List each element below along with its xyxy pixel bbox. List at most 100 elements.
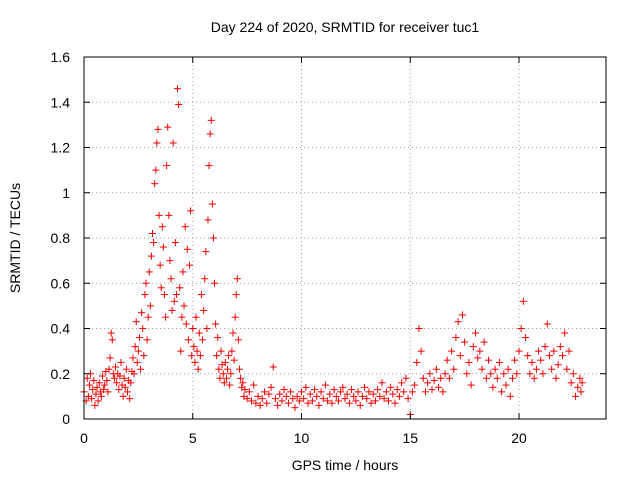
data-point (182, 320, 190, 328)
data-point (337, 388, 345, 396)
data-point (367, 399, 375, 407)
data-point (393, 386, 401, 394)
data-point (350, 392, 358, 400)
data-point (552, 374, 560, 382)
data-point (561, 329, 569, 337)
y-tick-label: 0 (62, 411, 70, 427)
data-point (258, 395, 266, 403)
data-point (402, 374, 410, 382)
data-point (137, 365, 145, 373)
data-point (143, 336, 151, 344)
data-point (472, 329, 479, 337)
data-point (141, 291, 149, 299)
data-point (361, 383, 369, 391)
data-point (448, 347, 456, 355)
data-point (293, 392, 301, 400)
data-point (236, 365, 244, 373)
data-point (215, 365, 223, 373)
data-point (181, 223, 189, 231)
data-point (254, 392, 262, 400)
data-point (106, 354, 114, 362)
data-point (391, 399, 399, 407)
data-point (339, 383, 347, 391)
data-point (467, 381, 475, 389)
data-point (113, 379, 121, 387)
data-point (400, 388, 408, 396)
y-tick-label: 1 (62, 185, 70, 201)
data-point (541, 343, 549, 351)
data-point (567, 379, 575, 387)
x-tick-label: 10 (294, 430, 310, 446)
data-point (256, 401, 264, 409)
data-point (461, 338, 469, 346)
data-point (163, 162, 171, 170)
data-point (284, 399, 292, 407)
x-tick-label: 20 (511, 430, 527, 446)
data-point (371, 397, 379, 405)
data-point (493, 374, 501, 382)
data-point (145, 268, 153, 276)
data-point (417, 347, 425, 355)
data-point (508, 374, 516, 382)
data-point (227, 370, 235, 378)
data-point (159, 243, 167, 251)
data-point (443, 356, 451, 364)
data-point (330, 386, 338, 394)
data-point (550, 347, 558, 355)
chart-title: Day 224 of 2020, SRMTID for receiver tuc… (211, 19, 480, 35)
data-point (131, 343, 139, 351)
data-point (300, 395, 308, 403)
data-point (291, 404, 299, 412)
data-point (271, 395, 279, 403)
data-point (454, 318, 462, 326)
data-point (261, 388, 269, 396)
data-point (144, 313, 152, 321)
data-point (239, 379, 247, 387)
data-point (243, 395, 251, 403)
data-point (177, 347, 185, 355)
data-point (530, 374, 538, 382)
y-tick-label: 1.4 (51, 94, 71, 110)
data-point (263, 399, 271, 407)
data-point (188, 352, 196, 360)
data-point (94, 397, 102, 405)
data-point (228, 347, 236, 355)
data-point (245, 388, 253, 396)
data-point (134, 347, 142, 355)
data-point (502, 381, 510, 389)
grid-lines (84, 57, 606, 419)
data-point (519, 297, 527, 305)
data-point (95, 379, 103, 387)
data-point (572, 392, 580, 400)
data-point (535, 347, 543, 355)
data-point (411, 381, 419, 389)
data-point (169, 139, 177, 147)
data-point (504, 365, 512, 373)
data-point (321, 381, 329, 389)
data-point (348, 386, 356, 394)
data-point (537, 356, 545, 364)
data-point (369, 390, 377, 398)
data-point (415, 325, 423, 332)
data-point (117, 358, 125, 366)
data-point (91, 401, 99, 409)
data-point (500, 370, 508, 378)
data-point (522, 334, 530, 342)
data-point (376, 392, 384, 400)
data-point (226, 381, 234, 389)
data-point (576, 374, 584, 382)
data-point (474, 354, 482, 362)
data-point (191, 358, 199, 366)
data-point (209, 234, 217, 242)
x-tick-label: 5 (189, 430, 197, 446)
data-point (156, 261, 164, 269)
data-point (356, 401, 364, 409)
data-point (176, 284, 184, 292)
data-point (138, 309, 146, 317)
data-point (428, 386, 436, 394)
data-point (563, 365, 571, 373)
data-point (112, 363, 120, 371)
data-point (517, 325, 525, 332)
